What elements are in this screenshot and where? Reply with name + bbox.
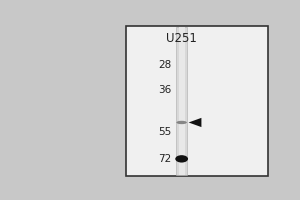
Text: 72: 72 <box>158 154 171 164</box>
FancyBboxPatch shape <box>126 26 268 176</box>
Text: 28: 28 <box>158 60 171 70</box>
Text: 36: 36 <box>158 85 171 95</box>
Bar <box>176 27 188 175</box>
Bar <box>179 27 184 175</box>
Ellipse shape <box>176 121 187 124</box>
Polygon shape <box>189 118 201 127</box>
Ellipse shape <box>175 155 188 163</box>
Text: U251: U251 <box>166 32 197 45</box>
Text: 55: 55 <box>158 127 171 137</box>
